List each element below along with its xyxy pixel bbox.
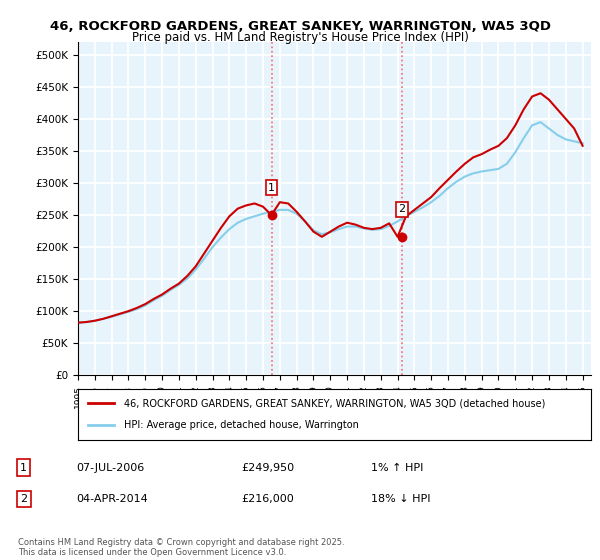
Text: 04-APR-2014: 04-APR-2014 bbox=[77, 494, 148, 504]
Text: Contains HM Land Registry data © Crown copyright and database right 2025.
This d: Contains HM Land Registry data © Crown c… bbox=[18, 538, 344, 557]
Text: 2: 2 bbox=[398, 204, 406, 214]
Text: 1: 1 bbox=[20, 463, 27, 473]
Text: Price paid vs. HM Land Registry's House Price Index (HPI): Price paid vs. HM Land Registry's House … bbox=[131, 31, 469, 44]
Text: 2: 2 bbox=[20, 494, 27, 504]
Text: £249,950: £249,950 bbox=[241, 463, 295, 473]
Text: HPI: Average price, detached house, Warrington: HPI: Average price, detached house, Warr… bbox=[124, 421, 359, 431]
Text: 18% ↓ HPI: 18% ↓ HPI bbox=[371, 494, 430, 504]
Text: £216,000: £216,000 bbox=[241, 494, 294, 504]
Text: 46, ROCKFORD GARDENS, GREAT SANKEY, WARRINGTON, WA5 3QD (detached house): 46, ROCKFORD GARDENS, GREAT SANKEY, WARR… bbox=[124, 398, 545, 408]
Text: 1: 1 bbox=[268, 183, 275, 193]
Text: 07-JUL-2006: 07-JUL-2006 bbox=[77, 463, 145, 473]
Text: 1% ↑ HPI: 1% ↑ HPI bbox=[371, 463, 423, 473]
Text: 46, ROCKFORD GARDENS, GREAT SANKEY, WARRINGTON, WA5 3QD: 46, ROCKFORD GARDENS, GREAT SANKEY, WARR… bbox=[49, 20, 551, 32]
